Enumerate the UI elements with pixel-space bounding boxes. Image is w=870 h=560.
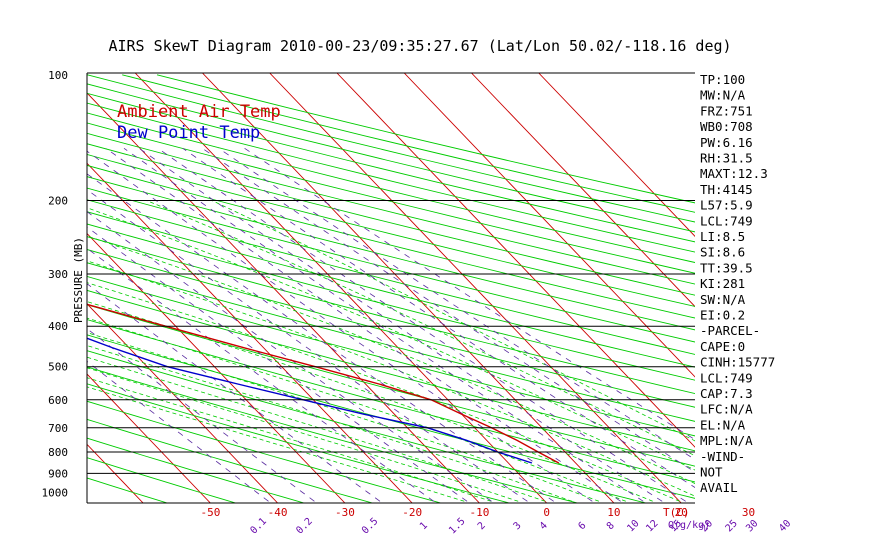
legend-dew-point-temp: Dew Point Temp xyxy=(117,123,260,143)
moist-adiabat-line xyxy=(211,200,695,442)
ambient-air-temp-line xyxy=(87,303,560,464)
sounding-index: AVAIL xyxy=(700,480,738,495)
dry-adiabat-line xyxy=(87,164,695,319)
dry-adiabat-line xyxy=(87,249,695,408)
bottom-temp-tick-label: -40 xyxy=(268,506,288,519)
sounding-index: -WIND- xyxy=(700,449,745,464)
moist-adiabat-line xyxy=(87,317,626,502)
sounding-index: -PARCEL- xyxy=(700,323,760,338)
bottom-temp-tick-label: -10 xyxy=(469,506,489,519)
moist-adiabat-line xyxy=(87,260,695,497)
bottom-temp-tick-label: 20 xyxy=(675,506,688,519)
dry-adiabat-line xyxy=(87,132,695,285)
sounding-index: CAPE:0 xyxy=(700,339,745,354)
sounding-index: FRZ:751 xyxy=(700,103,753,118)
pressure-tick-label: 300 xyxy=(48,268,68,281)
pressure-tick-label: 400 xyxy=(48,320,68,333)
dry-adiabat-line xyxy=(87,275,695,437)
bottom-axis-label: T(C) xyxy=(663,506,690,519)
dry-adiabat-line xyxy=(87,102,695,253)
isotherm-line xyxy=(87,303,278,503)
sounding-index: MPL:N/A xyxy=(700,433,753,448)
moist-adiabat-line xyxy=(146,200,695,457)
sounding-index: TP:100 xyxy=(700,72,745,87)
sounding-index: MAXT:12.3 xyxy=(700,166,768,181)
sounding-index: LI:8.5 xyxy=(700,229,745,244)
isotherm-line xyxy=(269,73,682,503)
dry-adiabat-line xyxy=(87,223,695,381)
dry-adiabat-line xyxy=(87,304,695,467)
pressure-tick-label: 800 xyxy=(48,446,68,459)
sounding-index: L57:5.9 xyxy=(700,198,753,213)
moist-adiabat-line xyxy=(87,301,653,502)
legend-ambient-air-temp: Ambient Air Temp xyxy=(117,102,281,122)
moist-adiabat-line xyxy=(87,367,519,502)
sounding-index: TH:4145 xyxy=(700,182,753,197)
sounding-index: KI:281 xyxy=(700,276,745,291)
bottom-temp-tick-label: 0 xyxy=(543,506,550,519)
dry-adiabat-line xyxy=(87,112,695,263)
sounding-index: SI:8.6 xyxy=(700,245,745,260)
dry-adiabat-line xyxy=(87,199,695,355)
sounding-index: TT:39.5 xyxy=(700,260,753,275)
moist-adiabat-line xyxy=(87,235,695,484)
sounding-index: PW:6.16 xyxy=(700,135,753,150)
pressure-tick-label: 900 xyxy=(48,467,68,480)
dry-adiabat-line xyxy=(87,236,695,394)
sounding-index: SW:N/A xyxy=(700,292,746,307)
bottom-temp-tick-label: 10 xyxy=(607,506,620,519)
moist-adiabat-line xyxy=(87,377,492,502)
mixing-ratio-unit: Q(g/kg) xyxy=(668,520,710,531)
bottom-temp-tick-label: -20 xyxy=(402,506,422,519)
sounding-index: EI:0.2 xyxy=(700,308,745,323)
dry-adiabat-line xyxy=(87,153,695,307)
moist-adiabat-line xyxy=(87,345,573,502)
moist-adiabat-line xyxy=(87,207,695,471)
dry-adiabat-line xyxy=(87,176,695,331)
chart-legend: Ambient Air Temp Dew Point Temp xyxy=(117,102,281,143)
pressure-tick-label: 600 xyxy=(48,394,68,407)
dry-adiabat-line xyxy=(87,143,695,296)
isotherm-line xyxy=(336,73,695,448)
dry-adiabat-line xyxy=(87,262,695,422)
bottom-temp-tick-label: -30 xyxy=(335,506,355,519)
sounding-index: CAP:7.3 xyxy=(700,386,753,401)
sounding-index: WB0:708 xyxy=(700,119,753,134)
pressure-tick-label: 500 xyxy=(48,361,68,374)
isotherm-line xyxy=(471,73,695,308)
dry-adiabat-line xyxy=(87,211,695,368)
pressure-tick-label: 700 xyxy=(48,422,68,435)
sounding-indices-panel: TP:100MW:N/AFRZ:751WB0:708PW:6.16RH:31.5… xyxy=(700,72,775,495)
sounding-index: LCL:749 xyxy=(700,370,753,385)
isotherm-line xyxy=(87,232,346,503)
isotherm-line xyxy=(87,162,413,503)
pressure-tick-label: 100 xyxy=(48,69,68,82)
isotherm-line xyxy=(403,73,695,378)
dry-adiabat-line xyxy=(87,289,695,452)
isotherm-line xyxy=(538,73,695,237)
moist-adiabat-line xyxy=(87,386,465,502)
isotherm-line xyxy=(87,373,211,503)
sounding-index: LFC:N/A xyxy=(700,402,753,417)
pressure-tick-label: 200 xyxy=(48,195,68,208)
dry-adiabat-line xyxy=(87,122,695,274)
moist-adiabat-line xyxy=(87,332,600,502)
sounding-index: LCL:749 xyxy=(700,213,753,228)
sounding-index: RH:31.5 xyxy=(700,151,753,166)
sounding-index: CINH:15777 xyxy=(700,355,775,370)
sounding-index: EL:N/A xyxy=(700,417,746,432)
bottom-temp-tick-label: -50 xyxy=(200,506,220,519)
sounding-index: NOT xyxy=(700,465,723,480)
y-axis-label: PRESSURE (MB) xyxy=(72,237,85,323)
moist-adiabat-line xyxy=(87,282,680,502)
bottom-temp-tick-label: 30 xyxy=(742,506,755,519)
sounding-index: MW:N/A xyxy=(700,88,746,103)
isotherm-line xyxy=(202,73,615,503)
pressure-tick-label: 1000 xyxy=(42,487,69,500)
chart-title: AIRS SkewT Diagram 2010-00-23/09:35:27.6… xyxy=(108,37,731,55)
